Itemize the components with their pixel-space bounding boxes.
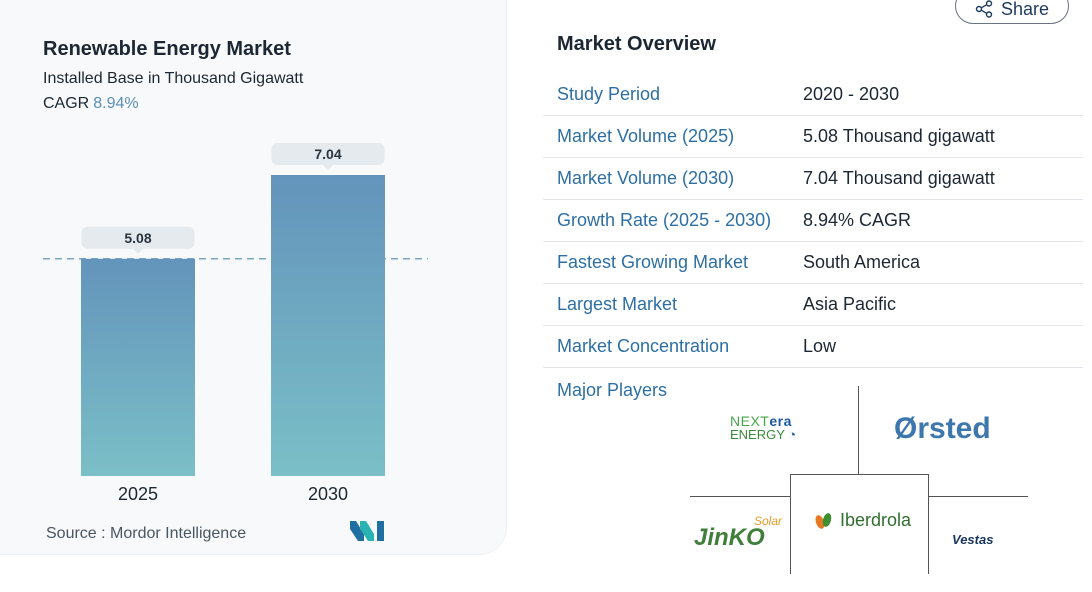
cagr-value: 8.94% [93,95,139,112]
overview-row-value: 5.08 Thousand gigawatt [803,126,995,146]
overview-row: Largest Market Asia Pacific [543,284,1083,326]
chart-title: Renewable Energy Market [43,38,291,60]
tick-label-2025: 2025 [118,484,158,504]
overview-row: Market Concentration Low [543,326,1083,368]
cagr-label: CAGR [43,95,90,112]
bar-chart: 5.08 2025 7.04 2030 [43,143,428,504]
overview-row-label: Largest Market [557,294,678,314]
mordor-intelligence-logo [350,521,384,541]
chart-source: Source : Mordor Intelligence [46,525,247,542]
value-label-pointer [133,248,143,254]
tick-label-2030: 2030 [308,484,348,504]
divider [928,496,1028,497]
divider [858,386,859,474]
vestas-logo: Vestas [952,532,994,547]
overview-row: Fastest Growing Market South America [543,242,1083,284]
value-label-pointer [323,165,333,170]
overview-row-label: Study Period [557,84,661,104]
divider [928,474,929,574]
share-button[interactable]: Share [955,0,1069,24]
value-label-bg [81,226,195,249]
overview-row-label: Market Concentration [557,336,730,356]
overview-row: Market Volume (2030) 7.04 Thousand gigawa… [543,158,1083,200]
major-players-grid: NEXTera ENERGY ◔ Ørsted JinKO Solar Iber… [690,386,1028,574]
overview-table: Study Period 2020 - 2030 Market Volume (20… [543,74,1083,368]
overview-row-value: 8.94% CAGR [803,210,912,230]
divider [790,474,928,475]
divider [690,496,790,497]
overview-row-label: Market Volume (2030) [557,168,735,188]
cagr: CAGR 8.94% [43,95,139,113]
overview-row-label: Fastest Growing Market [557,252,749,272]
overview-row: Market Volume (2025) 5.08 Thousand gigawa… [543,116,1083,158]
overview-row-value: 7.04 Thousand gigawatt [803,168,995,188]
share-icon [975,0,993,18]
overview-row-value: South America [803,252,921,272]
overview-row-value: 2020 - 2030 [803,84,900,104]
value-label-bg [271,143,385,165]
iberdrola-logo: Iberdrola [814,510,911,531]
data-label-2025: 5.08 [124,230,151,246]
overview-row: Study Period 2020 - 2030 [543,74,1083,116]
major-players-label: Major Players [557,380,668,400]
overview-row: Growth Rate (2025 - 2030) 8.94% CAGR [543,200,1083,242]
overview-row-label: Growth Rate (2025 - 2030) [557,210,772,230]
share-label: Share [1000,0,1050,19]
data-label-2030: 7.04 [314,146,341,162]
overview-row-value: Low [803,336,837,356]
bar-2025 [81,258,195,476]
nextera-energy-logo: NEXTera ENERGY ◔ [730,413,797,442]
iberdrola-leaf-icon [815,512,832,529]
overview-title: Market Overview [557,33,716,55]
overview-row-label: Market Volume (2025) [557,126,735,146]
bar-2030 [271,175,385,476]
divider [790,474,791,574]
overview-row-value: Asia Pacific [803,294,897,314]
jinko-solar-logo: JinKO Solar [694,514,783,551]
orsted-logo: Ørsted [894,412,991,445]
chart-panel: Renewable Energy Market Installed Base i… [0,0,507,555]
chart-subtitle: Installed Base in Thousand Gigawatt [43,70,304,87]
